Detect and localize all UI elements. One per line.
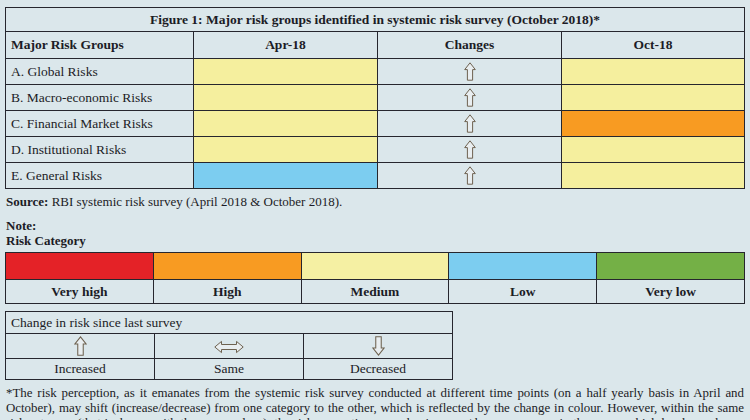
table-row-institutional-risks: D. Institutional Risks — [6, 137, 745, 163]
column-header-oct-18: Oct-18 — [562, 32, 745, 59]
up-arrow-icon — [464, 88, 476, 107]
risk-group-label: B. Macro-economic Risks — [6, 85, 194, 111]
risk-category-scale: Very high High Medium Low Very low — [5, 252, 745, 304]
low-swatch — [449, 253, 597, 280]
risk-groups-table: Figure 1: Major risk groups identified i… — [5, 7, 745, 189]
high-label: High — [153, 280, 301, 304]
oct-18-risk-cell — [562, 85, 745, 111]
figure-title-row: Figure 1: Major risk groups identified i… — [6, 8, 745, 32]
legend-arrow-row — [6, 334, 453, 359]
risk-category-heading: Risk Category — [6, 233, 745, 248]
oct-18-risk-cell — [562, 137, 745, 163]
medium-label: Medium — [301, 280, 449, 304]
oct-18-risk-cell — [562, 59, 745, 85]
source-label: Source: — [6, 194, 48, 209]
change-cell — [378, 137, 562, 163]
column-header-changes: Changes — [378, 32, 562, 59]
change-legend-title: Change in risk since last survey — [6, 312, 453, 334]
apr-18-risk-cell — [194, 137, 378, 163]
change-cell — [378, 163, 562, 189]
oct-18-risk-cell — [562, 163, 745, 189]
same-arrow-cell — [155, 334, 304, 359]
apr-18-risk-cell — [194, 85, 378, 111]
column-header-apr-18: Apr-18 — [194, 32, 378, 59]
apr-18-risk-cell — [194, 111, 378, 137]
note-label: Note: — [6, 218, 745, 233]
very-high-label: Very high — [6, 280, 154, 304]
very-low-swatch — [597, 253, 745, 280]
source-line: Source: RBI systemic risk survey (April … — [6, 194, 745, 210]
left-right-arrow-icon — [214, 340, 244, 354]
legend-title-row: Change in risk since last survey — [6, 312, 453, 334]
decreased-arrow-cell — [304, 334, 453, 359]
up-arrow-icon — [464, 62, 476, 81]
increased-label: Increased — [6, 359, 155, 380]
very-low-label: Very low — [597, 280, 745, 304]
risk-group-label: E. General Risks — [6, 163, 194, 189]
increased-arrow-cell — [6, 334, 155, 359]
table-row-financial-market-risks: C. Financial Market Risks — [6, 111, 745, 137]
up-arrow-icon — [74, 336, 87, 356]
same-label: Same — [155, 359, 304, 380]
low-label: Low — [449, 280, 597, 304]
figure-title: Figure 1: Major risk groups identified i… — [6, 8, 745, 32]
oct-18-risk-cell — [562, 111, 745, 137]
up-arrow-icon — [464, 166, 476, 185]
up-arrow-icon — [464, 114, 476, 133]
risk-group-label: C. Financial Market Risks — [6, 111, 194, 137]
source-text: RBI systemic risk survey (April 2018 & O… — [48, 194, 342, 209]
risk-group-label: A. Global Risks — [6, 59, 194, 85]
very-high-swatch — [6, 253, 154, 280]
table-row-general-risks: E. General Risks — [6, 163, 745, 189]
scale-swatch-row — [6, 253, 745, 280]
risk-group-label: D. Institutional Risks — [6, 137, 194, 163]
change-cell — [378, 85, 562, 111]
scale-label-row: Very high High Medium Low Very low — [6, 280, 745, 304]
table-header-row: Major Risk Groups Apr-18 Changes Oct-18 — [6, 32, 745, 59]
table-row-global-risks: A. Global Risks — [6, 59, 745, 85]
medium-swatch — [301, 253, 449, 280]
apr-18-risk-cell — [194, 59, 378, 85]
decreased-label: Decreased — [304, 359, 453, 380]
apr-18-risk-cell — [194, 163, 378, 189]
legend-label-row: Increased Same Decreased — [6, 359, 453, 380]
change-legend: Change in risk since last survey Increas… — [5, 311, 453, 380]
high-swatch — [153, 253, 301, 280]
down-arrow-icon — [372, 336, 385, 356]
figure-container: Figure 1: Major risk groups identified i… — [0, 0, 750, 420]
footnote-text: *The risk perception, as it emanates fro… — [6, 386, 744, 420]
column-header-major-risk-groups: Major Risk Groups — [6, 32, 194, 59]
change-cell — [378, 111, 562, 137]
change-cell — [378, 59, 562, 85]
table-row-macro-economic-risks: B. Macro-economic Risks — [6, 85, 745, 111]
up-arrow-icon — [464, 140, 476, 159]
